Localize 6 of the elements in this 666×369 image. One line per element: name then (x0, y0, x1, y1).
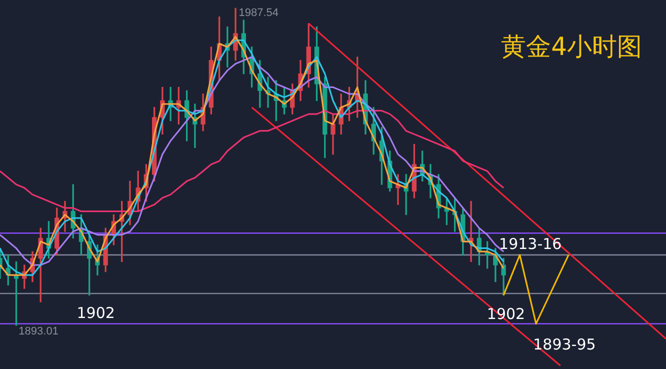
annotation: 1902 (76, 304, 115, 322)
text: 黄金4小时图 (501, 31, 642, 63)
annotation: 1893.01 (18, 325, 58, 338)
annotation: 1987.54 (238, 7, 279, 20)
annotation: 1913-16 (499, 234, 562, 253)
annotation: 1893-95 (533, 336, 596, 354)
